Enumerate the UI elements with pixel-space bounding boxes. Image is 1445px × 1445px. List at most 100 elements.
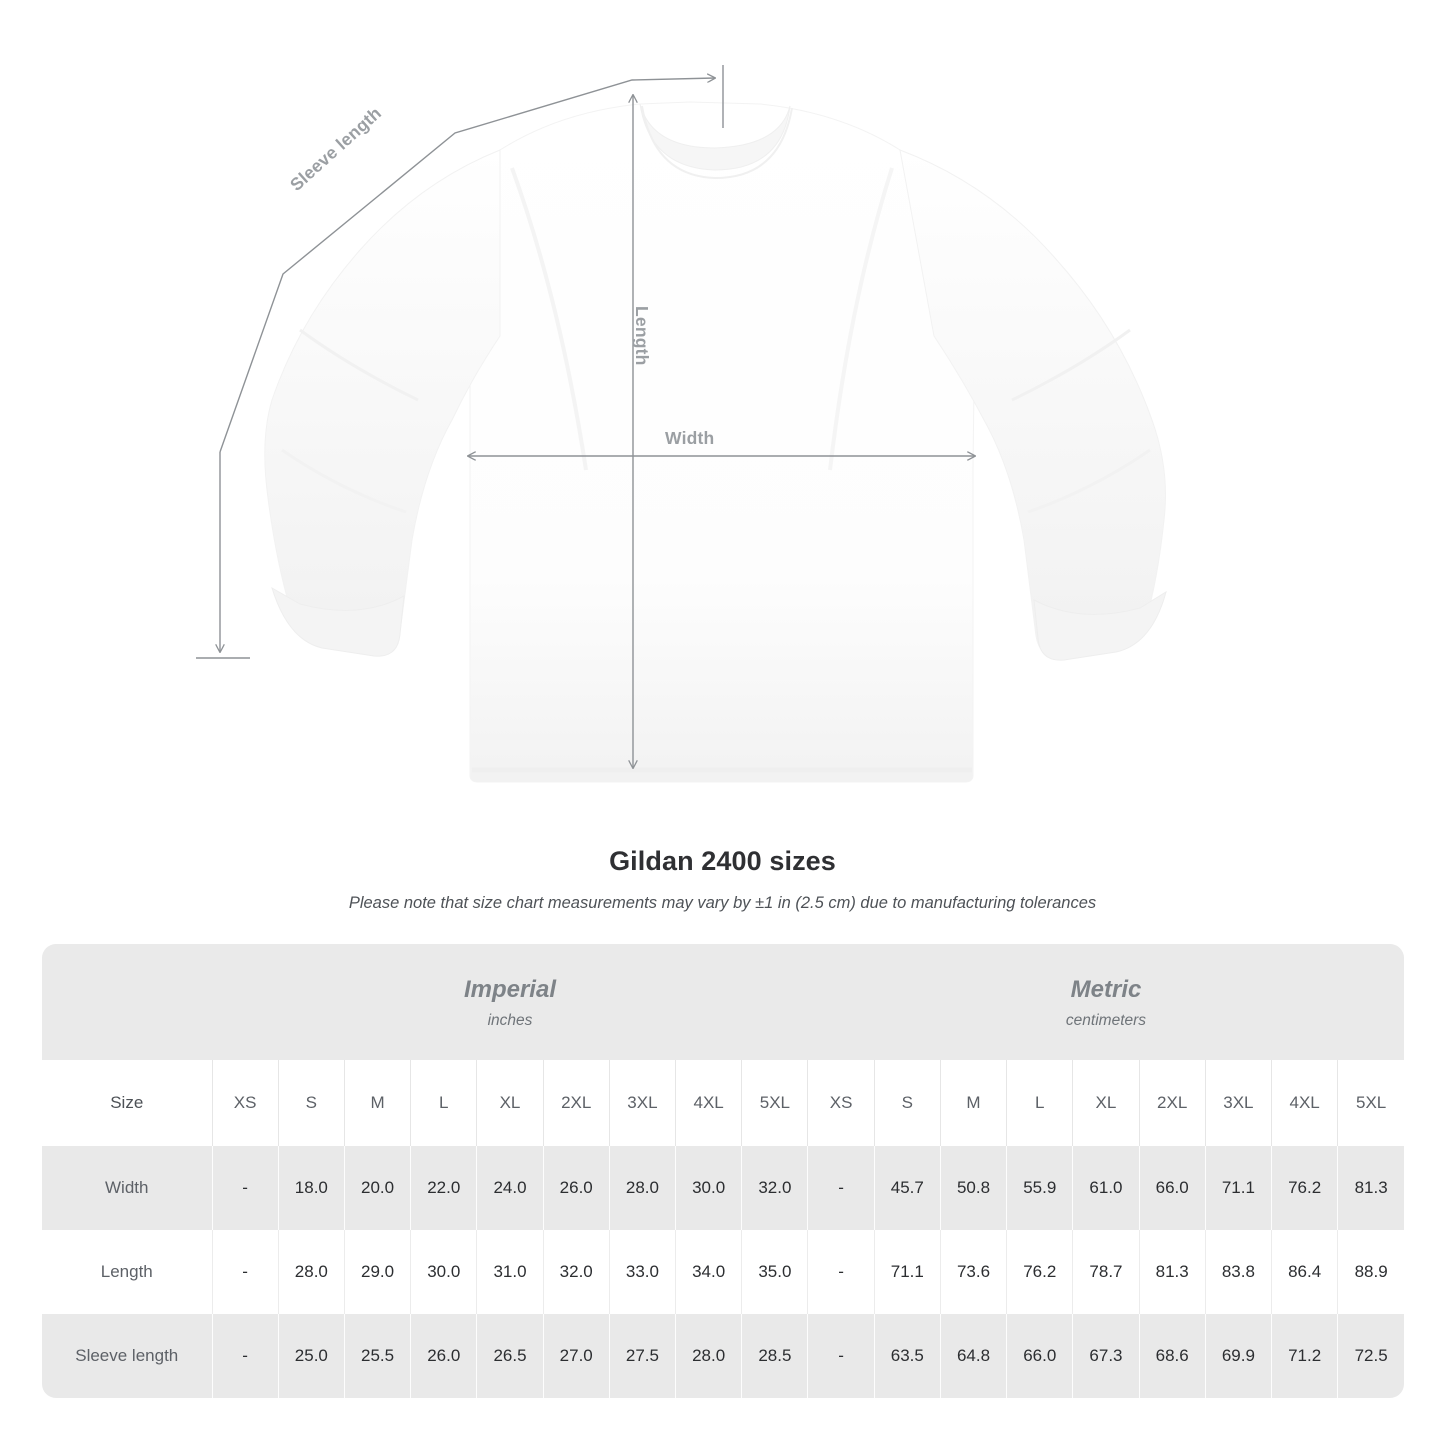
- size-column-header-l-metric: L: [1006, 1060, 1073, 1146]
- page-title: Gildan 2400 sizes: [609, 846, 836, 876]
- cell-sleeve-4xl-metric: 71.2: [1270, 1314, 1338, 1398]
- cell-length-m-metric: 73.6: [939, 1230, 1007, 1314]
- size-column-header-2xl-imperial: 2XL: [542, 1060, 610, 1146]
- cell-sleeve-4xl-imperial: 28.0: [675, 1314, 742, 1398]
- unit-system-banner-row: Imperial inches Metric centimeters: [42, 944, 1404, 1060]
- table-row: Length - 28.0 29.0 30.0 31.0 32.0 33.0 3…: [42, 1230, 1404, 1314]
- shirt-graphic: [264, 101, 1167, 783]
- cell-length-xs-imperial: -: [211, 1230, 279, 1314]
- size-column-header-4xl-imperial: 4XL: [675, 1060, 742, 1146]
- row-label-length: Length: [42, 1230, 212, 1314]
- cell-length-4xl-metric: 86.4: [1270, 1230, 1338, 1314]
- cell-length-m-imperial: 29.0: [343, 1230, 411, 1314]
- cell-length-xl-imperial: 31.0: [476, 1230, 544, 1314]
- cell-sleeve-xl-metric: 67.3: [1072, 1314, 1140, 1398]
- cell-width-s-imperial: 18.0: [277, 1146, 345, 1230]
- cell-width-xs-metric: -: [807, 1146, 875, 1230]
- title-block: Gildan 2400 sizes Please note that size …: [0, 846, 1445, 913]
- cell-sleeve-m-metric: 64.8: [939, 1314, 1007, 1398]
- unit-system-unit: inches: [487, 1011, 533, 1029]
- size-column-header-2xl-metric: 2XL: [1138, 1060, 1206, 1146]
- cell-width-m-metric: 50.8: [939, 1146, 1007, 1230]
- size-column-header-4xl-metric: 4XL: [1270, 1060, 1338, 1146]
- cell-sleeve-5xl-imperial: 28.5: [741, 1314, 808, 1398]
- size-column-header-s-imperial: S: [277, 1060, 345, 1146]
- table-row: Width - 18.0 20.0 22.0 24.0 26.0 28.0 30…: [42, 1146, 1404, 1230]
- cell-length-4xl-imperial: 34.0: [675, 1230, 742, 1314]
- size-column-header-5xl-metric: 5XL: [1337, 1060, 1404, 1146]
- cell-length-2xl-imperial: 32.0: [542, 1230, 610, 1314]
- cell-length-l-imperial: 30.0: [410, 1230, 477, 1314]
- cell-width-s-metric: 45.7: [873, 1146, 941, 1230]
- cell-sleeve-5xl-metric: 72.5: [1337, 1314, 1404, 1398]
- cell-length-xl-metric: 78.7: [1072, 1230, 1140, 1314]
- cell-length-s-metric: 71.1: [873, 1230, 941, 1314]
- garment-illustration: Sleeve length Length Width: [196, 65, 1167, 783]
- cell-sleeve-l-metric: 66.0: [1006, 1314, 1073, 1398]
- size-column-header-m-metric: M: [939, 1060, 1007, 1146]
- cell-sleeve-xl-imperial: 26.5: [476, 1314, 544, 1398]
- sleeve-length-line: [219, 78, 715, 453]
- table-row: Sleeve length - 25.0 25.5 26.0 26.5 27.0…: [42, 1314, 1404, 1398]
- header-size-label: Size: [42, 1060, 212, 1146]
- width-label: Width: [665, 428, 715, 448]
- size-column-header-l-imperial: L: [410, 1060, 477, 1146]
- cell-width-3xl-imperial: 28.0: [608, 1146, 676, 1230]
- cell-sleeve-s-imperial: 25.0: [277, 1314, 345, 1398]
- size-chart-table: Imperial inches Metric centimeters Size …: [42, 944, 1404, 1398]
- unit-system-unit: centimeters: [1065, 1011, 1147, 1029]
- cell-sleeve-s-metric: 63.5: [873, 1314, 941, 1398]
- cell-sleeve-3xl-metric: 69.9: [1204, 1314, 1272, 1398]
- unit-system-name: Imperial: [463, 975, 556, 1003]
- size-column-header-xl-imperial: XL: [476, 1060, 544, 1146]
- cell-length-2xl-metric: 81.3: [1138, 1230, 1206, 1314]
- size-column-header-s-metric: S: [873, 1060, 941, 1146]
- garment-svg: [196, 65, 1167, 783]
- cell-length-3xl-metric: 83.8: [1204, 1230, 1272, 1314]
- cell-sleeve-xs-metric: -: [807, 1314, 875, 1398]
- unit-system-metric: Metric centimeters: [807, 944, 1404, 1060]
- cell-sleeve-xs-imperial: -: [211, 1314, 279, 1398]
- tolerance-note: Please note that size chart measurements…: [348, 894, 1097, 912]
- size-column-header-xs-metric: XS: [807, 1060, 875, 1146]
- size-column-header-3xl-metric: 3XL: [1204, 1060, 1272, 1146]
- size-column-header-xs-imperial: XS: [211, 1060, 279, 1146]
- cell-length-xs-metric: -: [807, 1230, 875, 1314]
- cell-width-xs-imperial: -: [211, 1146, 279, 1230]
- unit-system-imperial: Imperial inches: [212, 944, 808, 1060]
- cell-width-m-imperial: 20.0: [343, 1146, 411, 1230]
- cell-length-5xl-metric: 88.9: [1337, 1230, 1404, 1314]
- cell-sleeve-l-imperial: 26.0: [410, 1314, 477, 1398]
- banner-spacer: [42, 944, 212, 1060]
- cell-width-2xl-metric: 66.0: [1138, 1146, 1206, 1230]
- size-column-header-5xl-imperial: 5XL: [741, 1060, 808, 1146]
- cell-length-3xl-imperial: 33.0: [608, 1230, 676, 1314]
- cell-sleeve-2xl-metric: 68.6: [1138, 1314, 1206, 1398]
- cell-width-5xl-metric: 81.3: [1337, 1146, 1404, 1230]
- cell-length-s-imperial: 28.0: [277, 1230, 345, 1314]
- row-label-width: Width: [42, 1146, 212, 1230]
- cell-width-5xl-imperial: 32.0: [741, 1146, 808, 1230]
- size-header-row: Size XS S M L XL 2XL 3XL 4XL 5XL XS S M …: [42, 1060, 1404, 1146]
- cell-width-3xl-metric: 71.1: [1204, 1146, 1272, 1230]
- cell-sleeve-2xl-imperial: 27.0: [542, 1314, 610, 1398]
- unit-system-name: Metric: [1070, 975, 1142, 1003]
- length-label: Length: [632, 306, 652, 366]
- cell-length-l-metric: 76.2: [1006, 1230, 1073, 1314]
- cell-width-l-imperial: 22.0: [410, 1146, 477, 1230]
- cell-width-4xl-imperial: 30.0: [675, 1146, 742, 1230]
- cell-width-4xl-metric: 76.2: [1270, 1146, 1338, 1230]
- row-label-sleeve-length: Sleeve length: [42, 1314, 212, 1398]
- cell-length-5xl-imperial: 35.0: [741, 1230, 808, 1314]
- cell-width-xl-imperial: 24.0: [476, 1146, 544, 1230]
- cell-width-xl-metric: 61.0: [1072, 1146, 1140, 1230]
- cell-sleeve-m-imperial: 25.5: [343, 1314, 411, 1398]
- cell-width-l-metric: 55.9: [1006, 1146, 1073, 1230]
- size-column-header-3xl-imperial: 3XL: [608, 1060, 676, 1146]
- size-column-header-m-imperial: M: [343, 1060, 411, 1146]
- measurement-lines: [196, 65, 975, 768]
- cell-width-2xl-imperial: 26.0: [542, 1146, 610, 1230]
- size-column-header-xl-metric: XL: [1072, 1060, 1140, 1146]
- cell-sleeve-3xl-imperial: 27.5: [608, 1314, 676, 1398]
